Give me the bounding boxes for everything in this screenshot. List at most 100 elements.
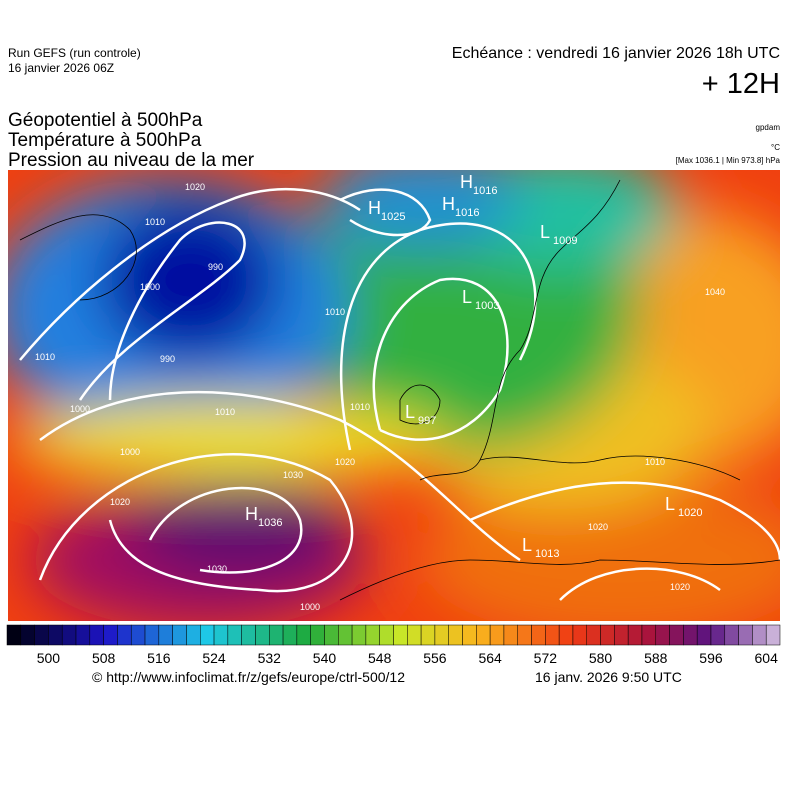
center-value: 1013 (535, 548, 559, 560)
center-type: L (665, 494, 675, 514)
isobar-label: 1010 (350, 402, 370, 412)
colorbar-tick: 564 (478, 650, 502, 666)
isobar-label: 1000 (140, 282, 160, 292)
colorbar-swatch (683, 624, 698, 646)
unit: °C (771, 143, 780, 152)
source: © http://www.infoclimat.fr/z/gefs/europe… (92, 669, 406, 685)
colorbar-swatch (724, 624, 739, 646)
colorbar-tick: 604 (755, 650, 779, 666)
center-type: H (460, 172, 473, 192)
isobar-label: 1030 (207, 564, 227, 574)
colorbar-swatch (614, 624, 629, 646)
colorbar-swatch (20, 624, 35, 646)
colorbar-swatch (130, 624, 146, 646)
colorbar-swatch (420, 624, 436, 646)
colorbar-swatch (172, 624, 187, 646)
center-value: 1025 (381, 211, 405, 223)
colorbar-swatch (462, 624, 477, 646)
colorbar-swatch (503, 624, 518, 646)
center-type: L (522, 535, 532, 555)
colorbar-tick: 596 (699, 650, 723, 666)
colorbar-swatch (600, 624, 615, 646)
colorbar-swatch (489, 624, 505, 646)
isobar-label: 1010 (145, 217, 165, 227)
colorbar-swatch (365, 624, 380, 646)
colorbar-tick: 548 (368, 650, 392, 666)
colorbar-swatch (103, 624, 118, 646)
colorbar-swatch (669, 624, 684, 646)
colorbar-tick: 516 (147, 650, 171, 666)
colorbar-tick: 508 (92, 650, 116, 666)
colorbar-swatch (186, 624, 201, 646)
center-type: L (540, 222, 550, 242)
colorbar-swatch (34, 624, 49, 646)
center-value: 1009 (553, 235, 577, 247)
colorbar-swatch (310, 624, 325, 646)
center-value: 1016 (473, 185, 497, 197)
isobars (19, 187, 780, 601)
lead: + 12H (701, 68, 780, 100)
colorbar-swatch (517, 624, 532, 646)
colorbar-swatch (117, 624, 132, 646)
colorbar-tick: 500 (37, 650, 61, 666)
colorbar-swatch (407, 624, 422, 646)
colorbar-swatch (213, 624, 229, 646)
colorbar-tick: 524 (202, 650, 226, 666)
colorbar-swatch (393, 624, 408, 646)
isobar-label: 1020 (110, 497, 130, 507)
colorbar-tick: 580 (589, 650, 613, 666)
colorbar-swatch (586, 624, 601, 646)
colorbar-swatch (6, 624, 22, 646)
colorbar-swatch (227, 624, 242, 646)
center-value: 1036 (258, 517, 282, 529)
colorbar-swatch (255, 624, 270, 646)
isobar-label: 990 (160, 354, 175, 364)
colorbar-tick: 532 (258, 650, 282, 666)
colorbar-tick: 540 (313, 650, 337, 666)
colorbar-swatch (158, 624, 173, 646)
center-type: H (245, 504, 258, 524)
isobar-label: 1020 (670, 582, 690, 592)
isobar-label: 1040 (705, 287, 725, 297)
isobar-label: 1000 (70, 404, 90, 414)
colorbar-swatch (241, 624, 256, 646)
colorbar-swatch (448, 624, 463, 646)
colorbar-swatch (200, 624, 215, 646)
isobar-label: 1010 (645, 457, 665, 467)
forecast: Echéance : vendredi 16 janvier 2026 18h … (451, 45, 780, 62)
isobar-label: 1020 (335, 457, 355, 467)
colorbar-swatch (61, 624, 77, 646)
timestamp: 16 janv. 2026 9:50 UTC (535, 669, 682, 685)
title: Température à 500hPa (8, 130, 202, 151)
center-type: H (368, 198, 381, 218)
colorbar-swatch (351, 624, 367, 646)
colorbar-swatch (269, 624, 284, 646)
isobar-label: 1010 (325, 307, 345, 317)
colorbar-swatch (765, 624, 781, 646)
unit: [Max 1036.1 | Min 973.8] hPa (675, 156, 780, 165)
temperature-field (8, 170, 780, 621)
isobar-label: 990 (208, 262, 223, 272)
isobar-label: 1020 (185, 182, 205, 192)
colorbar-swatch (710, 624, 726, 646)
colorbar-tick: 588 (644, 650, 668, 666)
isobar-label: 1010 (215, 407, 235, 417)
isobar-label: 1000 (120, 447, 140, 457)
colorbar-swatch (696, 624, 712, 646)
center-type: L (405, 402, 415, 422)
colorbar-swatch (627, 624, 643, 646)
colorbar-tick: 556 (423, 650, 447, 666)
isobar-label: 1030 (283, 470, 303, 480)
colorbar-swatch (89, 624, 104, 646)
colorbar-swatch (738, 624, 753, 646)
unit: gpdam (755, 123, 780, 132)
colorbar-swatch (558, 624, 574, 646)
colorbar-swatch (282, 624, 298, 646)
center-type: L (462, 287, 472, 307)
colorbar-tick: 572 (534, 650, 558, 666)
isobar-label: 1000 (300, 602, 320, 612)
run: Run GEFS (run controle) (8, 46, 141, 60)
colorbar-swatch (48, 624, 63, 646)
colorbar-swatch (531, 624, 546, 646)
